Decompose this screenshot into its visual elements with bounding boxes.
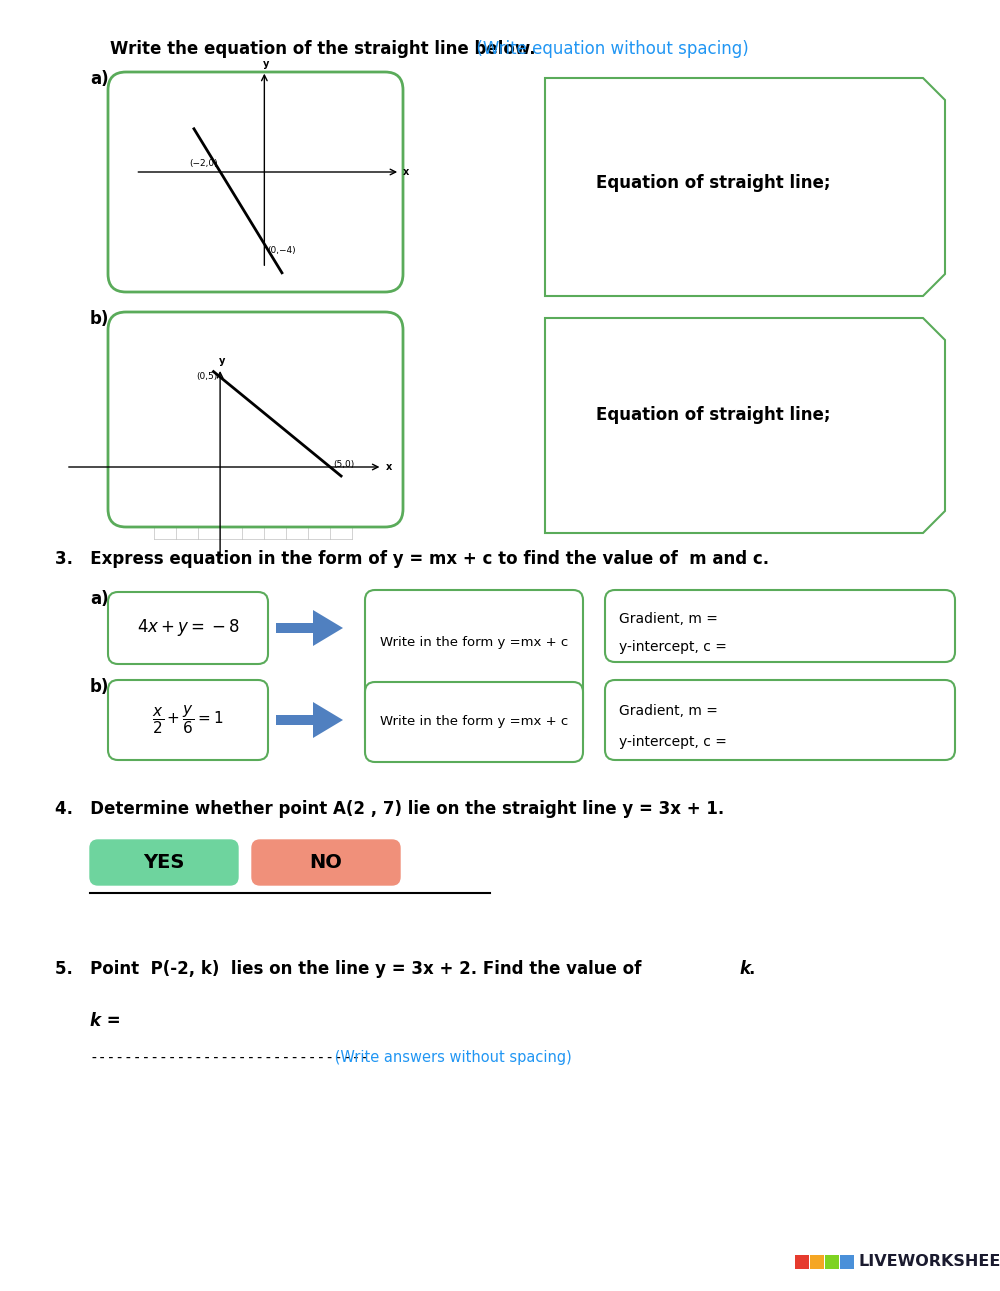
FancyBboxPatch shape: [108, 593, 268, 664]
FancyBboxPatch shape: [605, 590, 955, 662]
Text: Write the equation of the straight line below.: Write the equation of the straight line …: [110, 40, 536, 58]
Text: $4x+y=-8$: $4x+y=-8$: [137, 617, 239, 639]
Text: k =: k =: [90, 1012, 121, 1030]
FancyBboxPatch shape: [108, 72, 403, 292]
Text: (0,5): (0,5): [196, 373, 217, 382]
Text: (Write answers without spacing): (Write answers without spacing): [330, 1050, 572, 1065]
Text: Write in the form y =mx + c: Write in the form y =mx + c: [380, 635, 568, 648]
Polygon shape: [545, 77, 945, 296]
Text: (Write equation without spacing): (Write equation without spacing): [466, 40, 749, 58]
Polygon shape: [313, 702, 343, 738]
FancyBboxPatch shape: [810, 1255, 824, 1269]
Text: YES: YES: [143, 853, 185, 871]
FancyBboxPatch shape: [108, 312, 403, 527]
Text: (5,0): (5,0): [333, 461, 354, 470]
Polygon shape: [276, 624, 313, 633]
Text: x: x: [403, 167, 409, 177]
Text: (−2,0): (−2,0): [190, 159, 218, 168]
Text: a): a): [90, 70, 109, 88]
Text: NO: NO: [310, 853, 342, 871]
Text: y-intercept, c =: y-intercept, c =: [619, 640, 727, 655]
Text: Equation of straight line;: Equation of straight line;: [596, 405, 830, 423]
FancyBboxPatch shape: [795, 1255, 809, 1269]
Polygon shape: [545, 318, 945, 533]
FancyBboxPatch shape: [108, 680, 268, 760]
FancyBboxPatch shape: [825, 1255, 839, 1269]
Text: k: k: [739, 961, 750, 979]
Text: 3.   Express equation in the form of y = mx + c to find the value of  m and c.: 3. Express equation in the form of y = m…: [55, 550, 769, 568]
Text: Equation of straight line;: Equation of straight line;: [596, 174, 830, 191]
Text: Write in the form y =mx + c: Write in the form y =mx + c: [380, 715, 568, 728]
Polygon shape: [276, 715, 313, 726]
Text: Gradient, m =: Gradient, m =: [619, 612, 718, 626]
Text: y-intercept, c =: y-intercept, c =: [619, 735, 727, 749]
Text: (0,−4): (0,−4): [267, 247, 296, 256]
FancyBboxPatch shape: [605, 680, 955, 760]
FancyBboxPatch shape: [90, 840, 238, 886]
Text: Gradient, m =: Gradient, m =: [619, 704, 718, 718]
Text: 5.   Point  P(-2, k)  lies on the line y = 3x + 2. Find the value of: 5. Point P(-2, k) lies on the line y = 3…: [55, 961, 647, 979]
Text: a): a): [90, 590, 109, 608]
FancyBboxPatch shape: [365, 590, 583, 747]
Text: x: x: [385, 462, 392, 473]
Text: y: y: [219, 356, 225, 367]
Text: .: .: [748, 961, 754, 979]
Polygon shape: [313, 611, 343, 646]
Text: LIVEWORKSHEETS: LIVEWORKSHEETS: [859, 1255, 1000, 1269]
Text: 4.   Determine whether point A(2 , 7) lie on the straight line y = 3x + 1.: 4. Determine whether point A(2 , 7) lie …: [55, 800, 724, 818]
FancyBboxPatch shape: [840, 1255, 854, 1269]
Text: b): b): [90, 310, 109, 328]
Text: y: y: [263, 59, 270, 68]
Text: --------------------------------: --------------------------------: [90, 1050, 370, 1065]
Text: b): b): [90, 678, 109, 696]
FancyBboxPatch shape: [252, 840, 400, 886]
FancyBboxPatch shape: [365, 682, 583, 762]
Text: $\dfrac{x}{2}+\dfrac{y}{6}=1$: $\dfrac{x}{2}+\dfrac{y}{6}=1$: [152, 704, 224, 736]
